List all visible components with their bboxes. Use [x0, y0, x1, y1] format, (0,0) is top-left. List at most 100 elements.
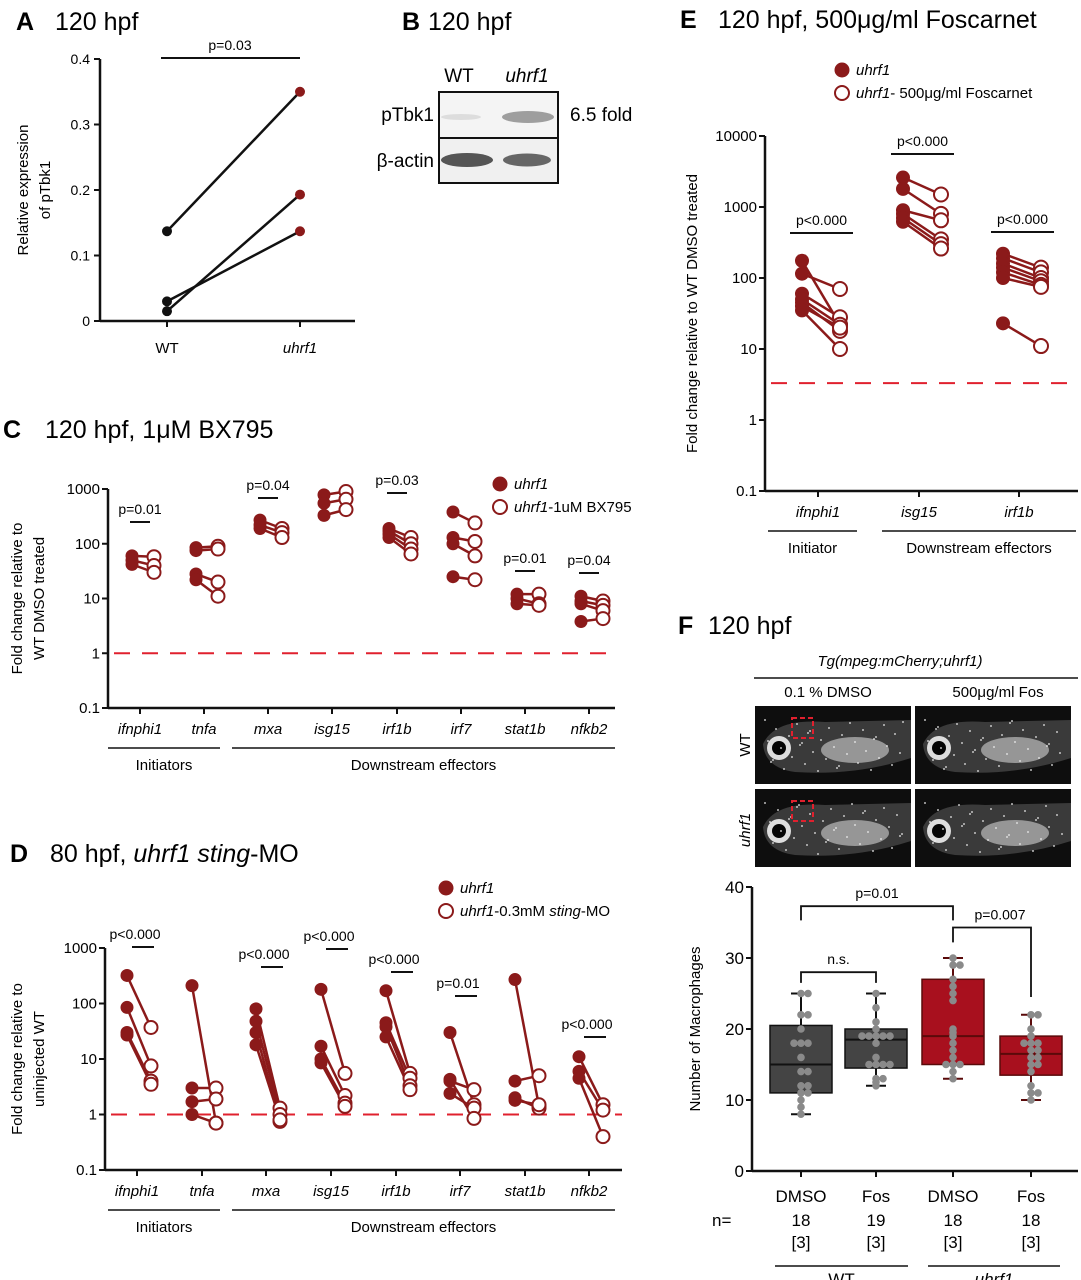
treated-point — [595, 611, 611, 627]
macrophage-spot — [1014, 741, 1016, 743]
macrophage-spot — [963, 823, 965, 825]
data-point — [797, 1089, 805, 1097]
untreated-point — [572, 1071, 586, 1085]
untreated-point — [125, 557, 139, 571]
treated-point — [143, 1019, 159, 1035]
panel-d: D 80 hpf, uhrf1 sting-MO 0.1 1 10 100 1000 Fo… — [9, 840, 622, 1236]
data-point — [1027, 1082, 1035, 1090]
treated-point — [337, 1065, 353, 1081]
legend-filled-marker — [834, 62, 850, 78]
untreated-point — [446, 537, 460, 551]
macrophage-spot — [899, 752, 901, 754]
chart-d: 0.1 1 10 100 1000 Fold change relative to unin… — [9, 880, 622, 1236]
macrophage-spot — [809, 730, 811, 732]
x-tick-label-irf1b: irf1b — [1004, 504, 1033, 521]
region-of-interest-box — [791, 717, 814, 739]
fish-eye-pupil — [932, 824, 946, 838]
x-tick-label-irf1b: irf1b — [382, 721, 411, 738]
treated-point — [933, 240, 949, 257]
legend-label: uhrf1 — [460, 880, 494, 897]
macrophage-spot — [785, 849, 787, 851]
untreated-point — [120, 1000, 134, 1014]
macrophage-spot — [883, 724, 885, 726]
y-axis-label: Fold change relative to — [9, 523, 26, 675]
macrophage-spot — [924, 802, 926, 804]
y-tick-label: 30 — [725, 949, 744, 968]
chart-c: 0.1 1 10 100 1000 Fold change relative to WT D… — [9, 472, 632, 774]
macrophage-spot — [772, 759, 774, 761]
treated-point — [467, 548, 483, 564]
data-point — [1027, 1096, 1035, 1104]
y-axis-label: Fold change relative to — [9, 983, 26, 1135]
y-axis-label-line2: of pTbk1 — [37, 161, 54, 219]
p-value-label: p=0.03 — [208, 37, 251, 53]
data-point — [1027, 1025, 1035, 1033]
x-tick-label-irf7: irf7 — [450, 1183, 471, 1200]
macrophage-spot — [820, 739, 822, 741]
untreated-point — [185, 979, 199, 993]
data-point — [804, 1067, 812, 1076]
y-tick-label: 0.1 — [79, 700, 100, 717]
data-point — [872, 1053, 880, 1062]
p-value-label: p=0.04 — [567, 552, 610, 568]
treated-point — [143, 1076, 159, 1092]
macrophage-spot — [838, 848, 840, 850]
macrophage-spot — [974, 832, 976, 834]
macrophage-spot — [801, 742, 803, 744]
legend-filled-marker — [438, 880, 454, 896]
fish-micrographs — [755, 706, 1071, 867]
treated-point — [274, 530, 290, 546]
data-point — [949, 961, 957, 969]
macrophage-spot — [830, 808, 832, 810]
macrophage-spot — [796, 723, 798, 725]
macrophage-spot — [801, 825, 803, 827]
n-count: 18 — [792, 1211, 811, 1230]
treated-point — [210, 574, 226, 590]
data-point — [872, 1018, 880, 1026]
legend-open-marker — [438, 903, 454, 919]
macrophage-spot — [849, 722, 851, 724]
macrophage-spot — [974, 749, 976, 751]
data-point — [1027, 1089, 1035, 1097]
group-label: Downstream effectors — [906, 540, 1052, 557]
image-header: Tg(mpeg:mCherry;uhrf1) — [817, 653, 982, 670]
macrophage-spot — [788, 818, 790, 820]
data-point — [804, 989, 812, 998]
untreated-point — [317, 496, 331, 510]
macrophage-spot — [854, 741, 856, 743]
p-value-label: p<0.000 — [796, 212, 847, 228]
macrophage-spot — [880, 838, 882, 840]
macrophage-spot — [982, 737, 984, 739]
untreated-point — [996, 271, 1010, 285]
wt-point — [162, 306, 172, 317]
pair-line — [319, 988, 347, 1074]
macrophage-spot — [862, 729, 864, 731]
y-axis-label: Fold change relative to WT DMSO treated — [684, 174, 701, 453]
macrophage-spot — [836, 767, 838, 769]
pair-line — [166, 193, 301, 313]
p-value-label: p=0.01 — [503, 550, 546, 566]
untreated-point — [314, 1056, 328, 1070]
panel-title-a: 120 hpf — [55, 8, 138, 36]
untreated-point — [253, 521, 267, 535]
untreated-point — [249, 1038, 263, 1052]
n-label: n= — [712, 1211, 731, 1230]
untreated-point — [314, 982, 328, 996]
image-row-uhrf1: uhrf1 — [737, 813, 754, 847]
macrophage-spot — [1051, 764, 1053, 766]
macrophage-spot — [969, 813, 971, 815]
macrophage-spot — [927, 740, 929, 742]
data-point — [1034, 1060, 1042, 1069]
y-tick-label: 100 — [732, 270, 757, 287]
untreated-point — [574, 615, 588, 629]
macrophage-spot — [1009, 722, 1011, 724]
p-value-label: p<0.000 — [239, 946, 290, 962]
macrophage-spot — [1035, 736, 1037, 738]
uhrf1-point — [295, 226, 305, 237]
p-value-label: p<0.000 — [110, 926, 161, 942]
experiment-count: [3] — [867, 1233, 886, 1252]
macrophage-spot — [969, 730, 971, 732]
macrophage-spot — [987, 839, 989, 841]
panel-title-e: 120 hpf, 500μg/ml Foscarnet — [718, 6, 1037, 34]
data-point — [1034, 1011, 1042, 1019]
